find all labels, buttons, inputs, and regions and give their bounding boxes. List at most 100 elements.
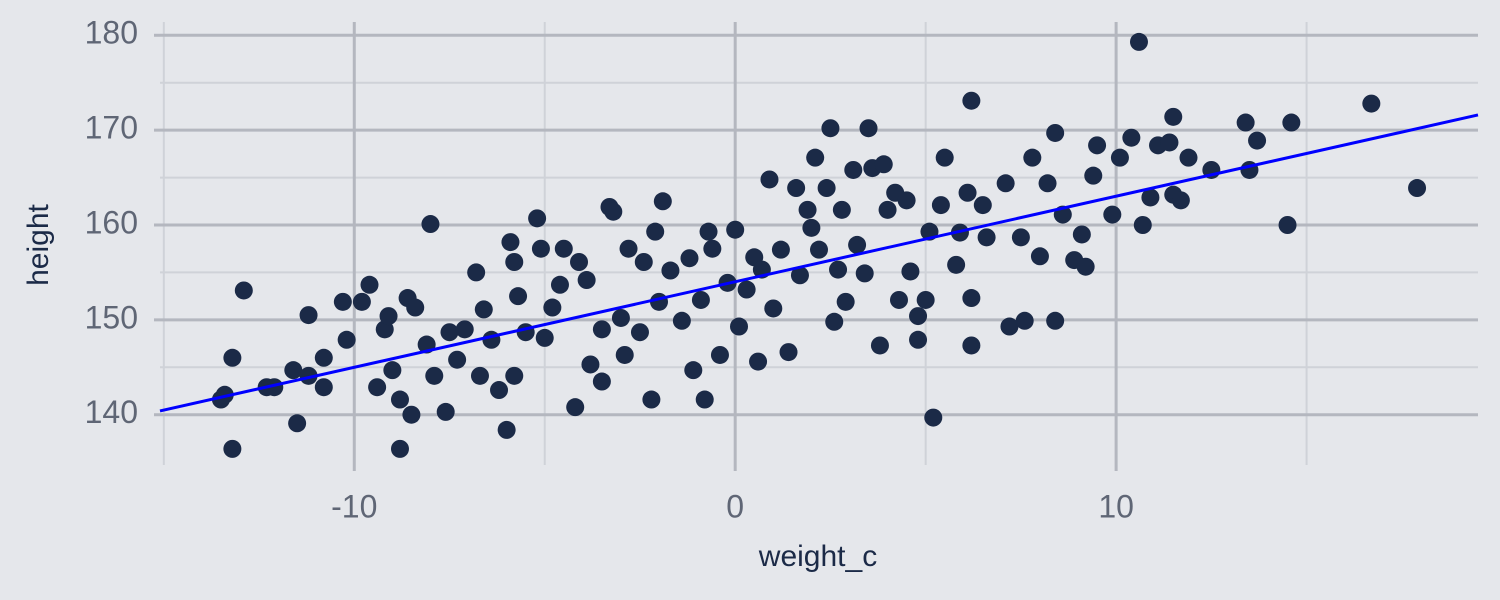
point: [642, 390, 661, 409]
point: [672, 311, 691, 330]
point: [570, 252, 589, 271]
point: [566, 398, 585, 417]
point: [490, 381, 509, 400]
point: [554, 239, 573, 258]
point: [1141, 188, 1160, 207]
point: [436, 402, 455, 421]
point: [1023, 148, 1042, 167]
point: [421, 215, 440, 234]
point: [634, 252, 653, 271]
point: [901, 262, 920, 281]
point: [790, 266, 809, 285]
point: [684, 361, 703, 380]
point: [505, 252, 524, 271]
x-tick-label: 10: [1098, 488, 1134, 524]
point: [962, 91, 981, 110]
point: [505, 366, 524, 385]
y-tick-label: 160: [85, 204, 138, 240]
point: [509, 287, 528, 306]
point: [855, 264, 874, 283]
y-tick-label: 180: [85, 15, 138, 51]
point: [859, 119, 878, 138]
point: [1160, 133, 1179, 152]
point: [448, 350, 467, 369]
point: [379, 307, 398, 326]
point: [1011, 228, 1030, 247]
point: [390, 390, 409, 409]
x-tick-label: 0: [726, 488, 744, 524]
y-tick-label: 170: [85, 110, 138, 146]
point: [779, 343, 798, 362]
point: [611, 308, 630, 327]
point: [760, 170, 779, 189]
point: [699, 222, 718, 241]
point: [265, 378, 284, 397]
point: [1248, 131, 1267, 150]
point: [581, 355, 600, 374]
point: [528, 209, 547, 228]
point: [299, 366, 318, 385]
point: [646, 222, 665, 241]
point: [314, 378, 333, 397]
point: [703, 239, 722, 258]
point: [916, 290, 935, 309]
point: [284, 361, 303, 380]
point: [962, 289, 981, 308]
point: [474, 300, 493, 319]
point: [1164, 107, 1183, 126]
point: [550, 275, 569, 294]
point: [958, 183, 977, 202]
point: [977, 228, 996, 247]
point: [577, 271, 596, 290]
point: [314, 348, 333, 367]
point: [1072, 225, 1091, 244]
point: [630, 323, 649, 342]
point: [425, 366, 444, 385]
point: [383, 361, 402, 380]
point: [390, 439, 409, 458]
point: [1282, 113, 1301, 132]
point: [661, 261, 680, 280]
point: [234, 281, 253, 300]
point: [1362, 94, 1381, 113]
point: [497, 420, 516, 439]
point: [604, 202, 623, 221]
point: [333, 292, 352, 311]
point: [406, 298, 425, 317]
point: [1088, 136, 1107, 155]
point: [798, 200, 817, 219]
point: [1046, 311, 1065, 330]
y-tick-label: 150: [85, 299, 138, 335]
point: [1015, 311, 1034, 330]
point: [947, 255, 966, 274]
point: [402, 405, 421, 424]
point: [806, 148, 825, 167]
point: [619, 239, 638, 258]
point: [215, 385, 234, 404]
point: [897, 191, 916, 210]
point: [810, 240, 828, 259]
point: [535, 328, 554, 347]
point: [726, 220, 745, 239]
point: [973, 196, 992, 215]
point: [931, 196, 950, 215]
point: [1110, 148, 1129, 167]
point: [935, 148, 954, 167]
point: [467, 263, 486, 282]
point: [848, 235, 867, 254]
point: [691, 290, 710, 309]
point: [844, 160, 863, 179]
point: [223, 348, 242, 367]
point: [771, 240, 790, 259]
point: [730, 317, 749, 336]
point: [360, 275, 379, 294]
point: [1038, 174, 1057, 193]
point: [501, 233, 520, 252]
point: [1076, 257, 1095, 276]
point: [543, 298, 562, 317]
x-tick-label: -10: [331, 488, 377, 524]
point: [223, 439, 242, 458]
point: [455, 320, 474, 339]
